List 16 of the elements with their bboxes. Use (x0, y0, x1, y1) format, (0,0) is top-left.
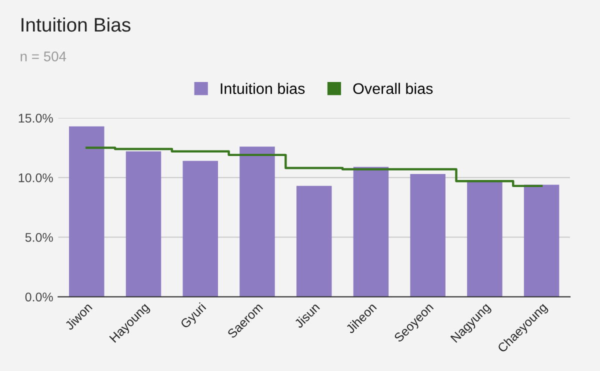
bar (353, 166, 389, 297)
y-tick-label: 5.0% (25, 232, 53, 242)
bar (296, 186, 332, 297)
chart-subtitle: n = 504 (20, 52, 66, 62)
legend-label: Overall bias (353, 82, 433, 94)
bar (182, 160, 218, 297)
bar (524, 184, 560, 297)
legend-label: Intuition bias (220, 82, 305, 94)
chart-title: Intuition Bias (22, 17, 130, 32)
y-tick-label: 0.0% (25, 292, 53, 302)
bar (410, 174, 446, 297)
bar (240, 146, 275, 297)
bar (69, 126, 104, 297)
y-tick-label: 15.0% (18, 114, 53, 123)
y-tick-label: 10.0% (18, 173, 53, 182)
bar (126, 151, 162, 297)
